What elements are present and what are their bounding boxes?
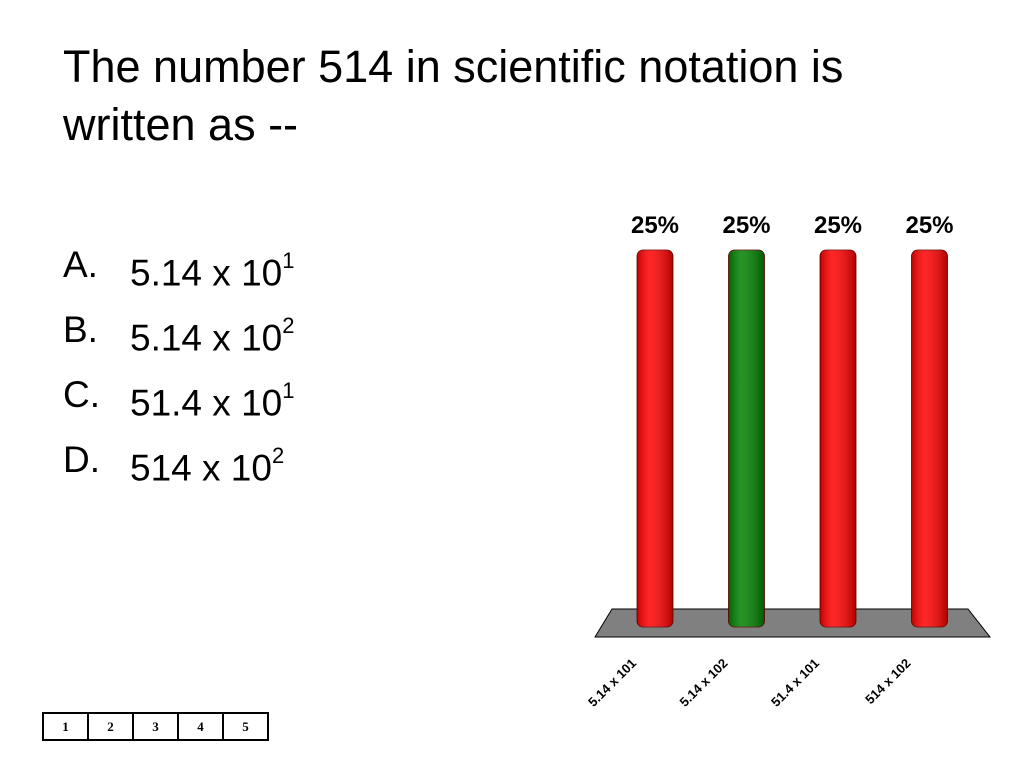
counter-cell: 4 — [177, 712, 224, 741]
x-tick-label: 5.14 x 102 — [677, 656, 731, 710]
counter-cell: 1 — [42, 712, 89, 741]
bar-shade — [637, 250, 673, 627]
options: A. 5.14 x 101 B. 5.14 x 102 C. 51.4 x 101 D. 51… — [63, 240, 294, 500]
value-label: 25% — [905, 212, 953, 239]
value-label: 25% — [722, 212, 770, 239]
counter-cell: 3 — [132, 712, 179, 741]
option-exponent: 1 — [282, 248, 295, 273]
option-exponent: 2 — [271, 443, 285, 468]
option-text: 51.4 x 101 — [130, 370, 294, 435]
x-tick-label: 51.4 x 101 — [768, 656, 822, 710]
x-tick-label: 5.14 x 101 — [585, 656, 639, 710]
option-text: 514 x 102 — [130, 435, 284, 500]
option-letter: B. — [63, 309, 98, 350]
counter-cell: 5 — [222, 712, 269, 741]
option-letter: A. — [63, 244, 98, 285]
option: C. 51.4 x 101 — [63, 370, 294, 435]
option-letter: C. — [63, 374, 100, 415]
chart-floor — [594, 608, 992, 638]
option-exponent: 2 — [282, 313, 295, 338]
option-base: 51.4 x 10 — [130, 382, 283, 424]
option-text: 5.14 x 102 — [130, 305, 294, 370]
value-label: 25% — [631, 212, 679, 239]
option: D. 514 x 102 — [63, 435, 294, 500]
option-text: 5.14 x 101 — [130, 240, 294, 305]
option-base: 5.14 x 10 — [130, 317, 283, 359]
bar-shade — [911, 250, 948, 627]
option-letter: D. — [63, 439, 100, 480]
bar-shade — [820, 250, 856, 627]
option-base: 514 x 10 — [130, 447, 272, 489]
option-base: 5.14 x 10 — [130, 252, 283, 294]
counter-cell: 2 — [87, 712, 134, 741]
option: B. 5.14 x 102 — [63, 305, 294, 370]
slide-title: The number 514 in scientific notation is… — [63, 41, 844, 150]
bar-shade — [728, 250, 765, 627]
value-label: 25% — [814, 212, 862, 239]
option-exponent: 1 — [282, 378, 295, 403]
x-tick-label: 514 x 102 — [862, 656, 914, 708]
option: A. 5.14 x 101 — [63, 240, 294, 305]
